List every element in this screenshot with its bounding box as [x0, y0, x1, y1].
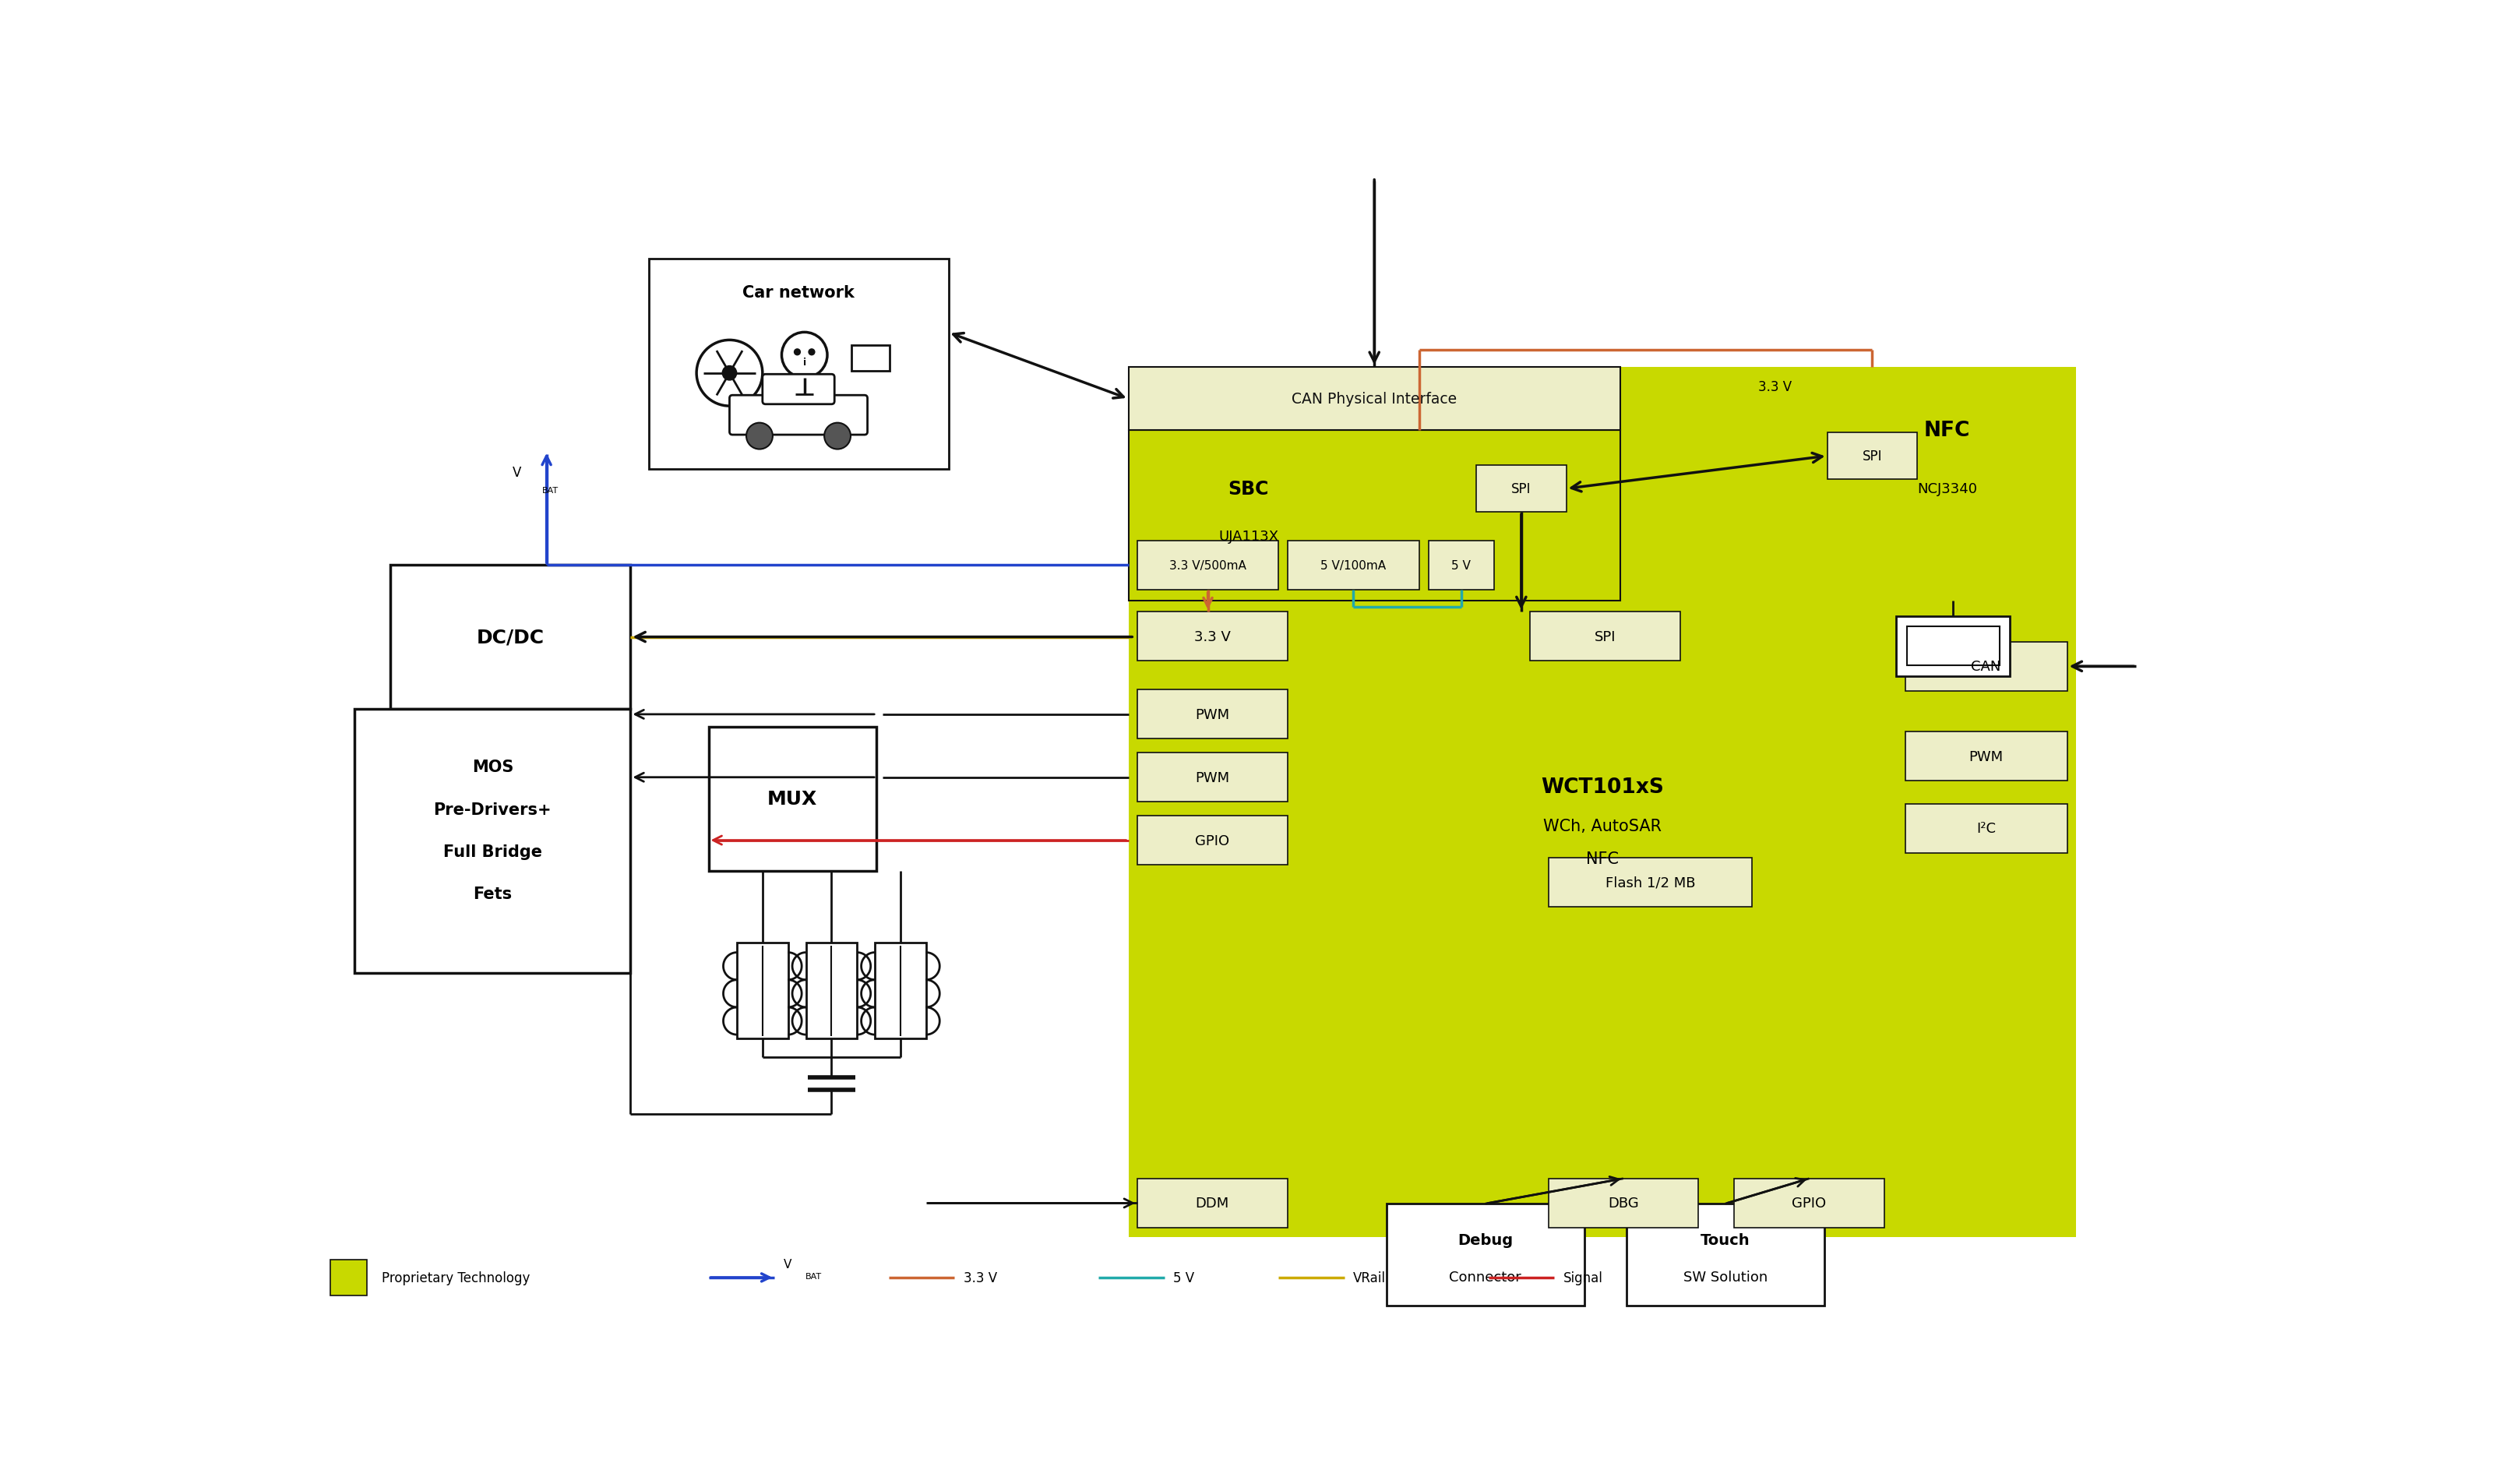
Text: Full Bridge: Full Bridge	[442, 844, 542, 859]
Text: Car network: Car network	[742, 285, 855, 300]
Text: NFC: NFC	[1924, 420, 1969, 441]
Bar	[1137, 1178, 1287, 1227]
Bar	[1904, 804, 2067, 853]
Text: 5 V/100mA: 5 V/100mA	[1319, 559, 1387, 571]
Text: BAT: BAT	[542, 487, 557, 494]
Text: 3.3 V: 3.3 V	[965, 1270, 997, 1285]
Text: PWM: PWM	[1195, 708, 1230, 721]
Text: MUX: MUX	[767, 789, 817, 809]
Text: CAN: CAN	[1972, 660, 2002, 674]
Bar	[1137, 816, 1287, 865]
Text: Flash 1/2 MB: Flash 1/2 MB	[1604, 876, 1694, 889]
Circle shape	[722, 367, 737, 381]
Text: Proprietary Technology: Proprietary Technology	[382, 1270, 530, 1285]
Text: I²C: I²C	[1977, 822, 1997, 835]
Circle shape	[747, 423, 772, 450]
Bar	[1627, 1204, 1824, 1306]
Text: 5 V: 5 V	[1452, 559, 1472, 571]
Bar	[1137, 690, 1287, 739]
Bar	[1137, 611, 1287, 662]
Bar	[390, 565, 630, 709]
Bar	[1137, 542, 1279, 591]
Text: DC/DC: DC/DC	[477, 628, 545, 647]
FancyBboxPatch shape	[730, 396, 867, 435]
Text: SBC: SBC	[1227, 479, 1269, 499]
Text: Fets: Fets	[472, 886, 512, 902]
Bar	[1907, 628, 1999, 665]
Text: WCT101xS: WCT101xS	[1542, 778, 1664, 797]
Text: V: V	[785, 1258, 792, 1270]
Bar	[1897, 616, 2009, 677]
Text: NCJ3340: NCJ3340	[1917, 482, 1977, 496]
Bar	[1827, 433, 1917, 479]
Text: SPI: SPI	[1512, 482, 1532, 496]
Bar	[737, 942, 787, 1039]
Text: i: i	[802, 358, 807, 368]
Text: PWM: PWM	[1969, 749, 2004, 764]
Text: Signal: Signal	[1564, 1270, 1602, 1285]
Text: Pre-Drivers+: Pre-Drivers+	[432, 801, 552, 818]
Text: SPI: SPI	[1862, 450, 1882, 463]
Bar	[710, 727, 877, 871]
Text: MOS: MOS	[472, 760, 512, 775]
Text: WCh, AutoSAR: WCh, AutoSAR	[1542, 818, 1662, 834]
Text: 3.3 V: 3.3 V	[1195, 629, 1230, 644]
Bar	[1387, 1204, 1584, 1306]
Bar	[1130, 368, 2077, 1236]
Text: VRail: VRail	[1354, 1270, 1387, 1285]
Bar	[807, 942, 857, 1039]
Text: UJA113X: UJA113X	[1220, 530, 1279, 543]
Text: SPI: SPI	[1594, 629, 1617, 644]
Bar	[650, 260, 950, 469]
Bar	[1137, 752, 1287, 803]
Bar	[875, 942, 927, 1039]
FancyBboxPatch shape	[762, 375, 835, 405]
Bar	[1819, 368, 2077, 601]
Bar	[1429, 542, 1494, 591]
Bar	[1549, 1178, 1699, 1227]
Text: DBG: DBG	[1607, 1196, 1639, 1211]
Bar	[1287, 542, 1419, 591]
Text: V: V	[512, 466, 520, 479]
Text: GPIO: GPIO	[1195, 834, 1230, 847]
Circle shape	[795, 349, 800, 356]
Circle shape	[807, 349, 815, 356]
Text: PWM: PWM	[1195, 770, 1230, 785]
Text: CAN Physical Interface: CAN Physical Interface	[1292, 392, 1457, 407]
Text: DDM: DDM	[1195, 1196, 1230, 1211]
Bar	[355, 709, 630, 974]
Bar	[1904, 732, 2067, 781]
Bar	[1477, 466, 1567, 512]
Bar	[330, 1260, 367, 1296]
Bar	[1529, 611, 1679, 662]
Bar	[1734, 1178, 1884, 1227]
Bar	[1904, 643, 2067, 692]
Text: Touch: Touch	[1699, 1232, 1749, 1247]
Bar	[852, 346, 890, 371]
Text: 5 V: 5 V	[1175, 1270, 1195, 1285]
Text: Connector: Connector	[1449, 1270, 1522, 1284]
Bar	[1130, 430, 1619, 601]
Bar	[1130, 368, 1619, 430]
Circle shape	[825, 423, 850, 450]
Bar	[1549, 858, 1752, 907]
Text: 3.3 V: 3.3 V	[1759, 380, 1792, 395]
Text: BAT: BAT	[805, 1272, 822, 1279]
Text: GPIO: GPIO	[1792, 1196, 1827, 1211]
Text: 3.3 V/500mA: 3.3 V/500mA	[1170, 559, 1247, 571]
Text: Debug: Debug	[1457, 1232, 1512, 1247]
Text: NFC: NFC	[1587, 852, 1619, 867]
Text: SW Solution: SW Solution	[1682, 1270, 1767, 1284]
